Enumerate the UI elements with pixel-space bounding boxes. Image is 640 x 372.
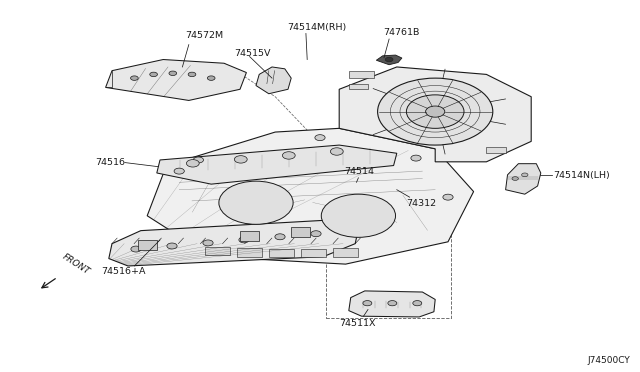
Circle shape [275, 234, 285, 240]
Circle shape [321, 194, 396, 237]
Circle shape [330, 148, 343, 155]
Circle shape [169, 71, 177, 76]
Circle shape [186, 160, 199, 167]
Polygon shape [157, 145, 397, 184]
Circle shape [406, 95, 464, 128]
Circle shape [188, 72, 196, 77]
Polygon shape [349, 291, 435, 317]
Text: 74761B: 74761B [383, 28, 419, 37]
Circle shape [167, 243, 177, 249]
Text: 74516: 74516 [95, 158, 125, 167]
Polygon shape [205, 247, 230, 255]
Text: J74500CY: J74500CY [588, 356, 630, 365]
Circle shape [239, 237, 249, 243]
Circle shape [234, 155, 247, 163]
Polygon shape [349, 71, 374, 78]
Text: 74515V: 74515V [234, 49, 271, 58]
Circle shape [315, 135, 325, 141]
Circle shape [174, 168, 184, 174]
Text: 74514N(LH): 74514N(LH) [553, 171, 610, 180]
Polygon shape [333, 248, 358, 257]
Text: 74312: 74312 [406, 199, 436, 208]
Polygon shape [256, 67, 291, 94]
Polygon shape [339, 67, 531, 162]
Circle shape [388, 301, 397, 306]
Text: 74572M: 74572M [186, 31, 224, 40]
Polygon shape [240, 231, 259, 241]
Circle shape [512, 177, 518, 180]
Circle shape [443, 194, 453, 200]
Circle shape [150, 72, 157, 77]
Polygon shape [106, 60, 246, 100]
Circle shape [207, 76, 215, 80]
Polygon shape [349, 84, 368, 89]
Circle shape [193, 157, 204, 163]
Circle shape [131, 246, 141, 252]
Circle shape [219, 181, 293, 224]
Polygon shape [301, 249, 326, 257]
Circle shape [385, 57, 393, 62]
Text: 74511X: 74511X [339, 319, 376, 328]
Polygon shape [486, 147, 506, 153]
Circle shape [363, 301, 372, 306]
Circle shape [311, 231, 321, 237]
Polygon shape [138, 240, 157, 250]
Circle shape [203, 240, 213, 246]
Circle shape [426, 106, 445, 117]
Circle shape [411, 155, 421, 161]
Circle shape [282, 152, 295, 159]
Circle shape [413, 301, 422, 306]
Polygon shape [269, 249, 294, 257]
Text: 74514: 74514 [344, 167, 374, 176]
Polygon shape [147, 128, 474, 264]
Circle shape [378, 78, 493, 145]
Text: 74516+A: 74516+A [101, 267, 146, 276]
Circle shape [131, 76, 138, 80]
Polygon shape [237, 248, 262, 257]
Polygon shape [291, 227, 310, 237]
Text: 74514M(RH): 74514M(RH) [287, 23, 346, 32]
Polygon shape [376, 55, 402, 65]
Polygon shape [109, 219, 358, 266]
Circle shape [522, 173, 528, 177]
Polygon shape [506, 164, 541, 194]
Text: FRONT: FRONT [61, 252, 92, 276]
